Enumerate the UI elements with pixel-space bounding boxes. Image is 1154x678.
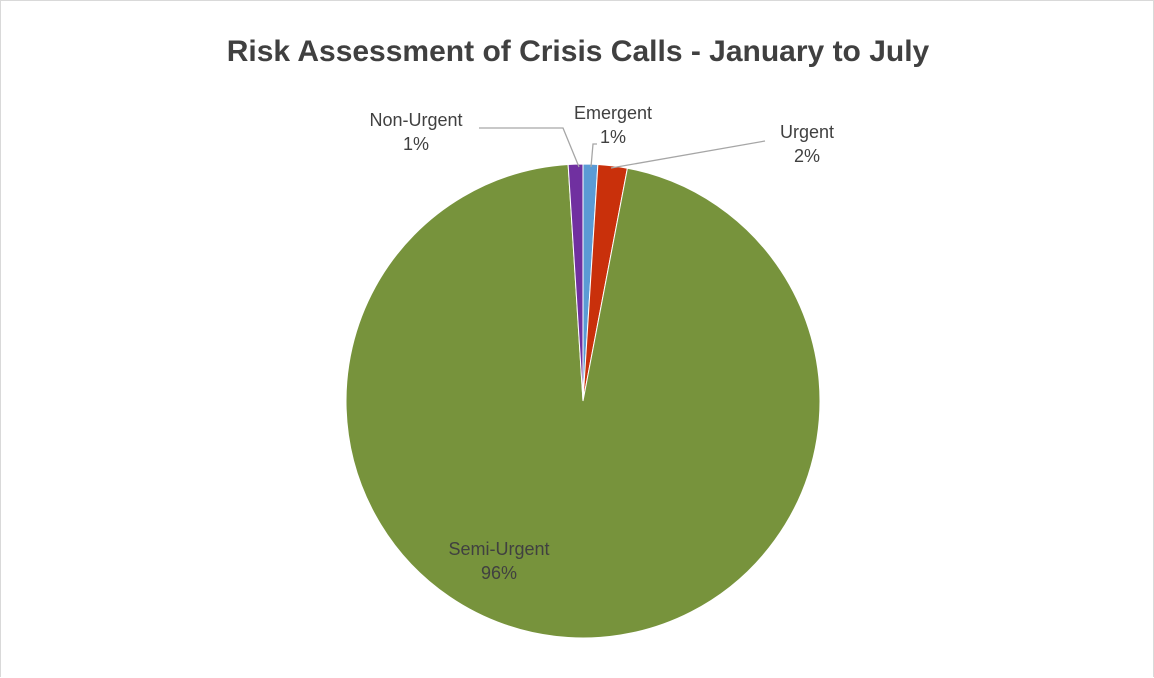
data-label-percent: 96% bbox=[481, 563, 517, 583]
leader-line-non-urgent bbox=[479, 127, 580, 168]
data-label-category: Emergent bbox=[574, 103, 652, 123]
pie-slice-non-urgent bbox=[567, 163, 584, 402]
chart-title: Risk Assessment of Crisis Calls - Januar… bbox=[226, 35, 930, 68]
data-label-category: Semi-Urgent bbox=[448, 539, 549, 559]
pie-slice-semi-urgent bbox=[345, 163, 821, 639]
data-label-percent: 1% bbox=[403, 134, 429, 154]
data-label-non-urgent: Non-Urgent 1% bbox=[369, 110, 462, 154]
data-label-urgent: Urgent 2% bbox=[780, 122, 834, 166]
data-label-semi-urgent: Semi-Urgent 96% bbox=[448, 539, 549, 583]
data-label-category: Non-Urgent bbox=[369, 110, 462, 130]
leader-lines bbox=[479, 127, 766, 169]
data-label-emergent: Emergent 1% bbox=[574, 103, 652, 147]
data-labels: Emergent 1% Urgent 2% Semi-Urgent 96% Non-Urge… bbox=[369, 103, 834, 583]
leader-line-urgent bbox=[610, 140, 766, 169]
data-label-percent: 2% bbox=[794, 146, 820, 166]
leader-line-emergent bbox=[590, 143, 597, 168]
pie-slices bbox=[345, 163, 821, 639]
data-label-percent: 1% bbox=[600, 127, 626, 147]
data-label-category: Urgent bbox=[780, 122, 834, 142]
